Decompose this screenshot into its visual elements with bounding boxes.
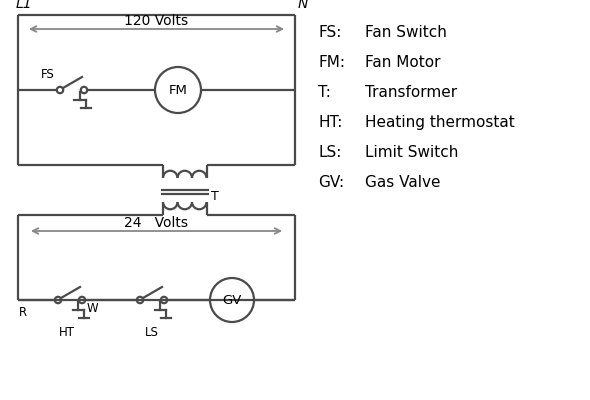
Text: 120 Volts: 120 Volts	[124, 14, 189, 28]
Text: FS: FS	[41, 68, 55, 81]
Text: N: N	[298, 0, 309, 11]
Text: Fan Switch: Fan Switch	[365, 25, 447, 40]
Text: GV: GV	[222, 294, 242, 306]
Text: T: T	[211, 190, 219, 202]
Text: FS:: FS:	[318, 25, 342, 40]
Text: R: R	[19, 306, 27, 319]
Text: LS:: LS:	[318, 145, 342, 160]
Text: 24   Volts: 24 Volts	[124, 216, 188, 230]
Text: HT:: HT:	[318, 115, 342, 130]
Text: FM: FM	[169, 84, 188, 96]
Text: Heating thermostat: Heating thermostat	[365, 115, 514, 130]
Text: GV:: GV:	[318, 175, 344, 190]
Text: Gas Valve: Gas Valve	[365, 175, 441, 190]
Text: Fan Motor: Fan Motor	[365, 55, 441, 70]
Text: L1: L1	[16, 0, 32, 11]
Text: FM:: FM:	[318, 55, 345, 70]
Text: LS: LS	[145, 326, 159, 339]
Text: Transformer: Transformer	[365, 85, 457, 100]
Text: T:: T:	[318, 85, 331, 100]
Text: Limit Switch: Limit Switch	[365, 145, 458, 160]
Text: HT: HT	[59, 326, 75, 339]
Text: W: W	[87, 302, 99, 315]
